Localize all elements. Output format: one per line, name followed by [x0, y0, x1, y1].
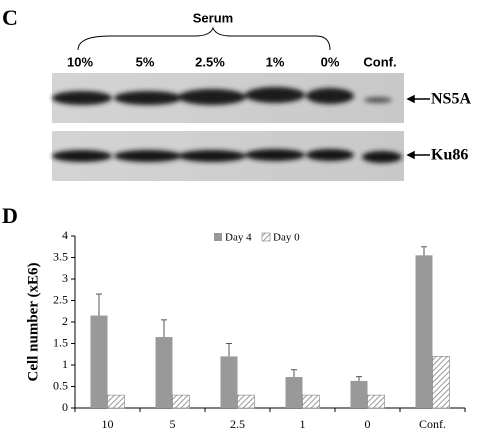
x-tick-label: 0: [365, 417, 371, 431]
bar: [90, 315, 108, 408]
bar: [107, 394, 125, 409]
group-label: Serum: [193, 10, 233, 25]
brace: [77, 26, 331, 51]
lane-label: 1%: [266, 54, 285, 69]
y-tick-label: 4: [62, 228, 68, 242]
x-tick-label: Conf.: [419, 417, 446, 431]
x-tick-label: 10: [102, 417, 114, 431]
error-bar: [226, 343, 232, 357]
error-bar: [96, 293, 102, 316]
y-tick-label: 1.5: [53, 335, 68, 349]
y-axis-label: Cell number (xE6): [25, 263, 41, 382]
bar: [285, 377, 303, 408]
blot: [52, 131, 404, 181]
bar: [220, 356, 238, 408]
error-bar: [291, 369, 297, 378]
blot: [52, 73, 404, 123]
blot-label: NS5A: [431, 91, 471, 108]
legend-label: Day 4: [225, 232, 252, 244]
bar: [432, 356, 450, 409]
panel-label: D: [2, 203, 18, 228]
lane-label: Conf.: [363, 54, 396, 69]
bar: [237, 394, 255, 409]
y-tick-label: 2: [62, 314, 68, 328]
lane-label: 10%: [67, 54, 93, 69]
bar: [155, 337, 173, 408]
lane-label: 2.5%: [195, 54, 225, 69]
lane-label: 0%: [321, 54, 340, 69]
error-bar: [421, 246, 427, 256]
legend-label: Day 0: [273, 232, 300, 244]
y-tick-label: 3: [62, 271, 68, 285]
x-tick-label: 1: [300, 417, 306, 431]
y-tick-label: 3.5: [53, 249, 68, 263]
panel-label: C: [2, 5, 18, 30]
error-bar: [161, 319, 167, 338]
bar: [350, 380, 368, 408]
y-tick-label: 0.5: [53, 378, 68, 392]
y-tick-label: 0: [62, 400, 68, 414]
bar: [367, 394, 385, 409]
y-tick-label: 1: [62, 357, 68, 371]
x-tick-label: 2.5: [230, 417, 245, 431]
bar: [302, 394, 320, 409]
error-bar: [356, 376, 362, 381]
legend-swatch: [261, 232, 271, 242]
y-tick-label: 2.5: [53, 292, 68, 306]
legend-swatch: [214, 233, 222, 241]
bar: [415, 255, 433, 408]
x-tick-label: 5: [170, 417, 176, 431]
lane-label: 5%: [136, 54, 155, 69]
arrows: [406, 94, 430, 160]
blot-label: Ku86: [431, 147, 468, 164]
bar: [172, 394, 190, 409]
